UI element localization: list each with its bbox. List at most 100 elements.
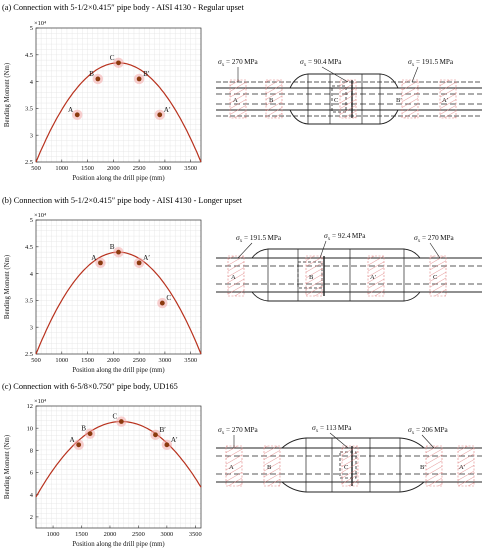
point-label: C (166, 294, 171, 302)
x-tick-label: 2000 (104, 531, 117, 538)
panel-c-title: (c) Connection with 6-5/8×0.750″ pipe bo… (2, 382, 178, 391)
data-point (87, 431, 93, 437)
data-point (95, 76, 101, 82)
panel-a-chart: 500 1000 1500 2000 2500 3000 3500 2.5 3 3.5 4 4.5 5×… (4, 20, 202, 182)
panel-b-title: (b) Connection with 5-1/2×0.415″ pipe bo… (2, 196, 242, 205)
panel-a-title: (a) Connection with 5-1/2×0.415″ pipe bo… (2, 3, 244, 12)
x-tick-label: 1500 (81, 357, 94, 364)
y-axis-label: Bending Moment (Nm) (4, 435, 11, 499)
x-tick-label: 2500 (133, 165, 146, 172)
y-multiplier: ×10⁴ (34, 212, 47, 219)
stress-label-c2: σx = 113 MPa (312, 423, 352, 434)
x-tick-label: 3000 (159, 165, 172, 172)
stress-label-a2: σx = 90.4 MPa (300, 57, 342, 68)
data-point (157, 112, 163, 118)
data-point (159, 300, 165, 306)
x-tick-label: 3500 (189, 531, 202, 538)
data-point (74, 112, 80, 118)
x-tick-label: 1000 (55, 165, 68, 172)
y-tick-label: 6 (30, 470, 33, 477)
x-tick-label: 1000 (47, 531, 60, 538)
data-point (76, 442, 82, 448)
section-label: C (344, 464, 349, 471)
data-point (116, 60, 121, 66)
section-label: B (269, 97, 274, 104)
y-tick-label: 12 (27, 403, 33, 410)
stress-label-c1: σx = 270 MPa (218, 425, 259, 436)
x-tick-label: 2500 (133, 357, 146, 364)
data-point (136, 76, 142, 82)
point-label: C (110, 54, 115, 62)
x-tick-label: 2500 (132, 531, 145, 538)
point-label: B′ (159, 426, 166, 434)
x-tick-label: 3500 (184, 165, 197, 172)
stress-label-b1: σx = 191.5 MPa (236, 233, 282, 244)
panel-a-schematic: A B C B′ A′ σx = 270 MPa σx = 90.4 MPa σ… (216, 57, 482, 125)
data-point (136, 260, 142, 266)
section-label: A (233, 97, 238, 104)
panel-b-schematic: A B A′ C σx = 191.5 MPa σx = 92.4 MPa σx… (216, 231, 482, 302)
y-tick-label: 4 (30, 271, 34, 278)
y-axis-label: Bending Moment (Nm) (4, 63, 11, 127)
x-tick-label: 3500 (184, 357, 197, 364)
data-point (118, 419, 124, 424)
point-label: B (110, 243, 115, 251)
point-label: A (69, 436, 75, 444)
y-tick-label: 2 (30, 514, 33, 521)
stress-label-b3: σx = 270 MPa (414, 233, 455, 244)
y-tick-label: 4 (30, 492, 34, 499)
section-label: B (267, 464, 272, 471)
section-label: B′ (396, 97, 402, 104)
panel-b-chart: 500 1000 1500 2000 2500 3000 3500 2.5 3 3.5 4 4.5 5×… (4, 212, 202, 374)
point-label: B (89, 70, 94, 78)
data-point (98, 260, 103, 266)
data-point (116, 249, 121, 255)
stress-label-a1: σx = 270 MPa (218, 57, 259, 68)
section-label: A′ (442, 97, 449, 104)
x-tick-label: 500 (31, 357, 41, 364)
point-label: B (81, 425, 86, 433)
x-axis-label: Position along the drill pipe (mm) (72, 175, 164, 182)
section-label: A′ (370, 274, 377, 281)
y-tick-label: 3.5 (25, 298, 33, 305)
section-label: A (231, 274, 236, 281)
x-tick-label: 2000 (107, 165, 120, 172)
point-label: A (68, 106, 74, 114)
y-tick-label: 3 (30, 132, 33, 139)
y-multiplier: ×10⁴ (34, 398, 47, 405)
point-label: A′ (171, 436, 178, 444)
panel-c-schematic: A B C B′ A′ σx = 270 MPa σx = 113 MPa σx… (216, 423, 482, 493)
data-point (164, 442, 170, 448)
plot-frame (35, 27, 202, 163)
y-tick-label: 4.5 (25, 244, 33, 251)
section-label: B (309, 274, 314, 281)
plot-frame (35, 405, 202, 529)
x-tick-label: 1500 (75, 531, 88, 538)
panel-c-chart: 1000 1500 2000 2500 3000 3500 2 4 6 8 10 12×10⁴ Posi… (4, 398, 202, 548)
y-tick-label: 2.5 (25, 159, 33, 166)
x-tick-label: 1000 (55, 357, 68, 364)
x-axis-label: Position along the drill pipe (mm) (72, 541, 164, 548)
y-tick-label: 4 (30, 79, 34, 86)
y-tick-label: 3 (30, 324, 33, 331)
y-tick-label: 10 (27, 425, 33, 432)
y-axis-label: Bending Moment (Nm) (4, 255, 11, 319)
y-tick-label: 2.5 (25, 351, 33, 358)
y-multiplier: ×10⁴ (34, 20, 47, 27)
x-axis-label: Position along the drill pipe (mm) (72, 367, 164, 374)
y-tick-label: 8 (30, 448, 33, 455)
section-label: C (334, 97, 339, 104)
y-tick-label: 4.5 (25, 52, 33, 59)
x-tick-label: 3000 (159, 357, 172, 364)
section-label: C (433, 274, 438, 281)
section-label: A′ (459, 464, 466, 471)
point-label: A (91, 254, 97, 262)
y-tick-label: 5 (30, 25, 33, 32)
x-tick-label: 1500 (81, 165, 94, 172)
x-tick-label: 500 (31, 165, 41, 172)
stress-label-c3: σx = 206 MPa (408, 425, 449, 436)
section-label: A (229, 464, 234, 471)
point-label: B′ (143, 70, 150, 78)
y-tick-label: 3.5 (25, 106, 33, 113)
point-label: C (113, 413, 118, 421)
